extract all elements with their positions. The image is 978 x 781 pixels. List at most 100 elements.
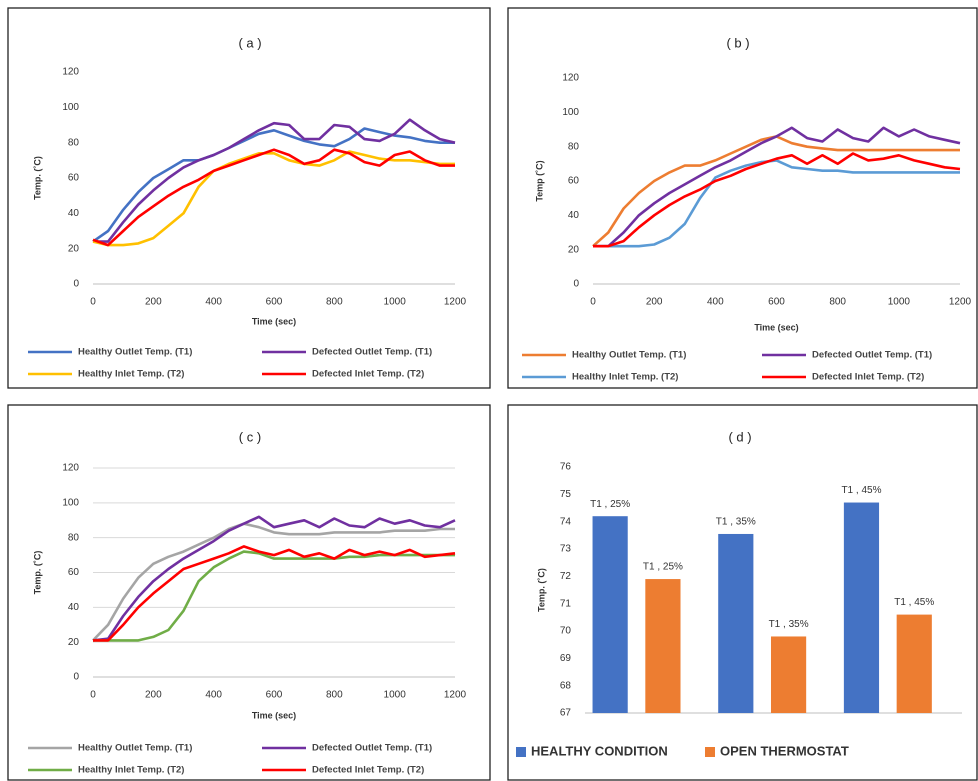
- y-tick-label: 76: [560, 462, 572, 473]
- y-tick-label: 0: [73, 279, 79, 290]
- x-tick-label: 0: [590, 297, 596, 308]
- y-tick-label: 80: [568, 141, 580, 152]
- x-tick-label: 0: [90, 297, 96, 308]
- y-tick-label: 0: [73, 672, 79, 683]
- y-tick-label: 75: [560, 489, 572, 500]
- bar: [770, 636, 807, 713]
- y-tick-label: 60: [568, 176, 580, 187]
- chart-title: ( d ): [728, 429, 751, 444]
- y-tick-label: 68: [560, 680, 572, 691]
- value-label: T1 , 35%: [769, 619, 809, 630]
- y-tick-label: 70: [560, 626, 572, 637]
- x-tick-label: 200: [145, 297, 162, 308]
- y-tick-label: 120: [62, 67, 79, 78]
- x-tick-label: 800: [326, 690, 343, 701]
- value-label: T1 , 45%: [841, 485, 881, 496]
- panel-a: [7, 7, 491, 389]
- x-tick-label: 800: [829, 297, 846, 308]
- y-tick-label: 80: [68, 137, 80, 148]
- y-tick-label: 60: [68, 173, 80, 184]
- y-tick-label: 100: [62, 497, 79, 508]
- y-tick-label: 100: [562, 107, 579, 118]
- series-line: [593, 152, 961, 248]
- y-tick-label: 67: [560, 708, 572, 719]
- legend-label: Healthy Outlet Temp. (T1): [78, 743, 192, 754]
- chart-title: ( b ): [726, 35, 749, 50]
- panel-c: [7, 404, 491, 781]
- x-axis-label: Time (sec): [252, 316, 296, 326]
- y-axis-label: Temp. (˚C): [32, 156, 42, 200]
- x-tick-label: 200: [145, 690, 162, 701]
- x-tick-label: 1000: [384, 690, 407, 701]
- y-tick-label: 74: [560, 516, 572, 527]
- x-tick-label: 1200: [444, 297, 467, 308]
- x-tick-label: 1000: [888, 297, 911, 308]
- legend-label: Defected Outlet Temp. (T1): [312, 347, 432, 358]
- value-label: T1 , 35%: [716, 517, 756, 528]
- chart-title: ( c ): [239, 429, 261, 444]
- legend-label: Healthy Outlet Temp. (T1): [572, 350, 686, 361]
- x-tick-label: 800: [326, 297, 343, 308]
- x-tick-label: 600: [768, 297, 785, 308]
- y-tick-label: 0: [573, 279, 579, 290]
- y-tick-label: 20: [568, 244, 580, 255]
- y-tick-label: 40: [68, 208, 80, 219]
- x-axis-label: Time (sec): [754, 322, 798, 332]
- y-tick-label: 71: [560, 598, 572, 609]
- legend-label: Healthy Inlet Temp. (T2): [78, 369, 184, 380]
- y-axis-label: Temp. (˚C): [32, 551, 42, 595]
- y-tick-label: 72: [560, 571, 572, 582]
- legend-label: Defected Outlet Temp. (T1): [812, 350, 932, 361]
- value-label: T1 , 25%: [643, 562, 683, 573]
- x-tick-label: 0: [90, 690, 96, 701]
- y-axis-label: Temp (˚C): [534, 160, 544, 201]
- x-tick-label: 1200: [949, 297, 972, 308]
- y-tick-label: 100: [62, 102, 79, 113]
- panel-b: [507, 7, 978, 389]
- x-tick-label: 1200: [444, 690, 467, 701]
- x-tick-label: 200: [646, 297, 663, 308]
- bar: [645, 579, 681, 713]
- y-axis-label: Temp. (˚C): [536, 568, 546, 612]
- value-label: T1 , 45%: [894, 597, 934, 608]
- legend-label: Healthy Inlet Temp. (T2): [572, 372, 678, 383]
- series-line: [93, 118, 456, 243]
- x-tick-label: 600: [266, 297, 283, 308]
- series-line: [92, 127, 455, 243]
- legend-swatch: [705, 747, 715, 757]
- bar: [896, 614, 932, 713]
- x-tick-label: 1000: [384, 297, 407, 308]
- series-line: [92, 522, 455, 642]
- legend-label: Defected Inlet Temp. (T2): [812, 372, 924, 383]
- legend-label: OPEN THERMOSTAT: [720, 743, 849, 758]
- bar: [592, 516, 628, 713]
- chart-title: ( a ): [238, 35, 261, 50]
- y-tick-label: 120: [562, 73, 579, 84]
- bar: [718, 533, 754, 713]
- legend-swatch: [516, 747, 526, 757]
- series-line: [593, 126, 961, 248]
- x-tick-label: 400: [707, 297, 724, 308]
- x-axis-label: Time (sec): [252, 710, 296, 720]
- y-tick-label: 40: [68, 602, 80, 613]
- y-tick-label: 20: [68, 637, 80, 648]
- legend-label: Defected Outlet Temp. (T1): [312, 743, 432, 754]
- y-tick-label: 40: [568, 210, 580, 221]
- y-tick-label: 69: [560, 653, 572, 664]
- y-tick-label: 73: [560, 544, 572, 555]
- legend-label: Defected Inlet Temp. (T2): [312, 369, 424, 380]
- legend-label: Healthy Outlet Temp. (T1): [78, 347, 192, 358]
- x-tick-label: 400: [205, 297, 222, 308]
- y-tick-label: 60: [68, 567, 80, 578]
- value-label: T1 , 25%: [590, 499, 630, 510]
- legend-label: Defected Inlet Temp. (T2): [312, 765, 424, 776]
- x-tick-label: 400: [205, 690, 222, 701]
- legend-label: HEALTHY CONDITION: [531, 743, 668, 758]
- bar: [843, 502, 880, 713]
- x-tick-label: 600: [266, 690, 283, 701]
- series-line: [92, 148, 455, 247]
- y-tick-label: 20: [68, 243, 80, 254]
- legend-label: Healthy Inlet Temp. (T2): [78, 765, 184, 776]
- series-line: [93, 545, 456, 642]
